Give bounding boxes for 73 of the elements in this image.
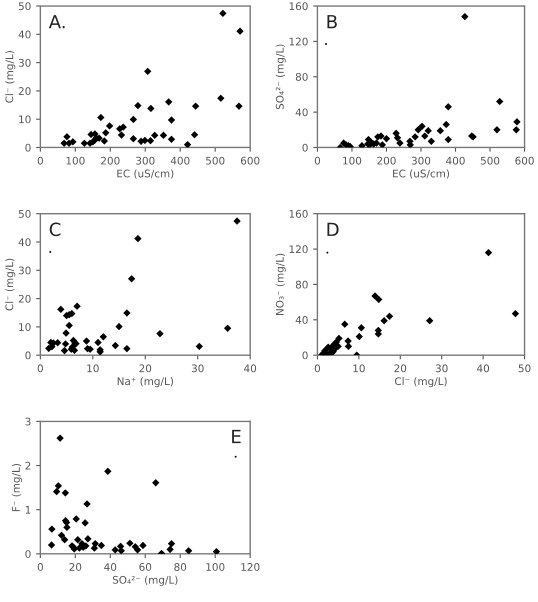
y-tick-label: 40	[18, 30, 31, 38]
chart-title: D	[327, 222, 339, 236]
x-tick-label: 100	[343, 156, 362, 165]
y-tick-label: 10	[19, 115, 31, 124]
y-axis-title: F⁻ (mg/L)	[12, 464, 22, 512]
y-tick-label: 40	[296, 108, 308, 116]
x-tick-label: 200	[101, 156, 120, 165]
x-tick-label: 20	[139, 364, 152, 372]
y-axis-title: SO₄²⁻ (mg/L)	[276, 44, 286, 110]
x-tick-label: 300	[412, 156, 430, 165]
y-tick-label: 160	[290, 210, 308, 218]
x-tick-label: 30	[436, 364, 448, 372]
y-tick-label: 20	[18, 87, 31, 96]
y-tick-label: 120	[290, 38, 308, 46]
x-tick-label: 100	[206, 563, 224, 571]
y-tick-label: 80	[296, 280, 308, 289]
x-tick-label: 300	[136, 156, 155, 165]
y-tick-label: 40	[296, 316, 308, 324]
x-axis-title: EC (uS/cm)	[393, 169, 450, 179]
x-tick-label: 600	[515, 156, 534, 165]
x-tick-label: 60	[139, 563, 152, 571]
x-tick-label: 10	[87, 364, 99, 372]
x-tick-label: 40	[244, 364, 256, 372]
x-axis-title: SO₄²⁻ (mg/L)	[112, 576, 178, 586]
x-axis-title: Cl⁻ (mg/L)	[394, 377, 447, 388]
x-tick-label: 200	[377, 156, 396, 165]
x-axis-title: Na⁺ (mg/L)	[118, 377, 173, 388]
y-tick-label: 30	[18, 266, 31, 274]
y-tick-label: 120	[290, 245, 308, 254]
x-tick-label: 400	[170, 156, 190, 165]
y-tick-label: 0	[302, 351, 308, 360]
y-tick-label: 0	[25, 550, 31, 558]
chart-title: E	[232, 430, 241, 444]
y-axis-title: Cl⁻ (mg/L)	[5, 51, 16, 103]
x-tick-label: 0	[38, 156, 43, 165]
y-tick-label: 160	[290, 2, 308, 10]
y-tick-label: 30	[18, 58, 31, 67]
x-tick-label: 10	[353, 364, 365, 372]
y-tick-label: 10	[19, 323, 31, 331]
x-tick-label: 0	[314, 364, 320, 372]
x-tick-label: 0	[314, 156, 320, 165]
x-tick-label: 40	[104, 563, 116, 571]
y-tick-label: 50	[18, 210, 31, 218]
x-tick-label: 0	[38, 364, 43, 372]
y-tick-label: 0	[302, 144, 308, 152]
x-tick-label: 0	[38, 563, 43, 571]
x-tick-label: 20	[394, 364, 406, 372]
y-tick-label: 20	[18, 294, 31, 303]
x-tick-label: 20	[69, 563, 82, 571]
y-tick-label: 0	[25, 351, 31, 360]
y-tick-label: 3	[25, 418, 30, 426]
x-tick-label: 400	[446, 156, 465, 165]
x-tick-label: 100	[66, 156, 85, 165]
y-tick-label: 80	[296, 72, 308, 81]
x-tick-label: 500	[480, 156, 500, 165]
x-tick-label: 30	[192, 364, 204, 372]
x-tick-label: 120	[241, 563, 260, 571]
chart-title: C	[50, 222, 60, 236]
y-tick-label: 0	[25, 144, 31, 152]
x-tick-label: 80	[174, 563, 186, 571]
y-tick-label: 2	[25, 462, 30, 470]
x-tick-label: 600	[240, 156, 260, 165]
x-tick-label: 40	[477, 364, 490, 372]
y-axis-title: NO₃⁻ (mg/L)	[276, 254, 286, 316]
y-tick-label: 40	[18, 238, 31, 246]
x-tick-label: 500	[206, 156, 224, 165]
chart-title: B	[327, 15, 337, 28]
x-tick-label: 50	[518, 364, 530, 372]
y-axis-title: Cl⁻ (mg/L)	[5, 258, 16, 310]
y-tick-label: 50	[18, 2, 31, 10]
chart-title: A.	[48, 15, 65, 28]
x-axis-title: EC (uS/cm)	[117, 169, 174, 179]
y-tick-label: 1	[26, 506, 30, 514]
